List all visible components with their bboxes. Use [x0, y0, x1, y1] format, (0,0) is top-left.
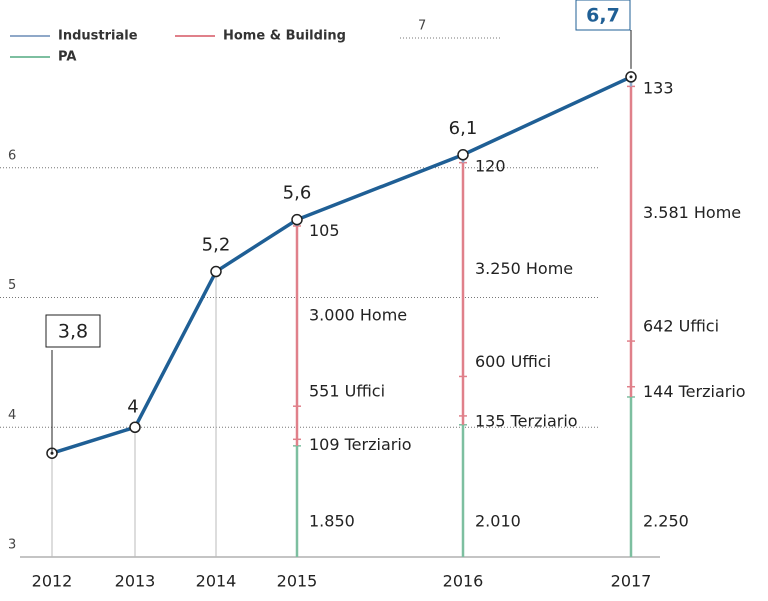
legend-label: Industriale [58, 29, 138, 44]
segment-label: 105 [309, 221, 340, 240]
segment-label: 109 Terziario [309, 435, 412, 454]
x-tick-label: 2013 [115, 572, 156, 591]
segment-label: 135 Terziario [475, 411, 578, 430]
point [129, 421, 141, 433]
segment-label: 3.000 Home [309, 306, 407, 325]
legend-label: PA [58, 50, 76, 65]
segment-label: 3.250 Home [475, 259, 573, 278]
legend-label: Home & Building [223, 29, 346, 44]
y-tick-label: 3 [8, 538, 16, 553]
point-label: 5,2 [202, 235, 231, 256]
x-tick-label: 2017 [611, 572, 652, 591]
y-tick-label: 5 [8, 278, 16, 293]
segment-label: 2.010 [475, 512, 521, 531]
y-tick-label: 7 [418, 19, 426, 34]
point-label: 6,7 [586, 5, 620, 27]
segment-label: 2.250 [643, 512, 689, 531]
point [291, 213, 303, 226]
x-tick-label: 2014 [196, 572, 237, 591]
label-box [575, 0, 631, 31]
x-tick-label: 2012 [32, 572, 73, 591]
point-label: 6,1 [449, 118, 478, 139]
segment-label: 1.850 [309, 512, 355, 531]
x-tick-label: 2015 [277, 572, 318, 591]
point-label: 5,6 [283, 183, 312, 204]
segment-label: 3.581 Home [643, 203, 741, 222]
segment-label: 600 Uffici [475, 352, 551, 371]
label-box [45, 314, 101, 348]
segment-label: 551 Uffici [309, 382, 385, 401]
segment-label: 144 Terziario [643, 382, 746, 401]
y-tick-label: 6 [8, 148, 16, 163]
point-label: 3,8 [58, 321, 88, 343]
y-tick-label: 4 [8, 408, 16, 423]
point [457, 149, 469, 161]
point-dot [629, 75, 633, 79]
line [51, 75, 632, 455]
point-label: 4 [127, 396, 138, 417]
point [210, 265, 222, 278]
segment-label: 133 [643, 78, 674, 97]
segment-label: 642 Uffici [643, 317, 719, 336]
x-tick-label: 2016 [443, 572, 484, 591]
segment-label: 120 [475, 156, 506, 175]
